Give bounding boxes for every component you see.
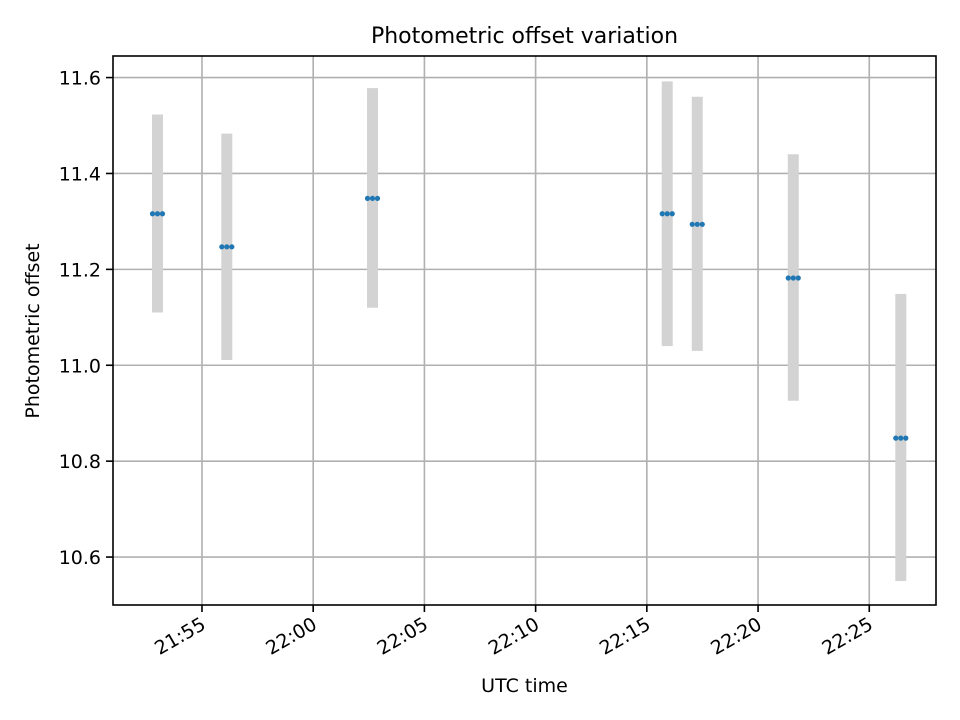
data-point (364, 195, 381, 202)
data-point (659, 211, 675, 217)
data-point (893, 435, 909, 441)
data-point-marker (699, 221, 705, 227)
chart-title: Photometric offset variation (371, 24, 678, 49)
data-point-marker (149, 211, 156, 217)
y-tick-label: 10.6 (59, 547, 101, 569)
data-point-marker (893, 435, 899, 441)
data-point-marker (903, 435, 909, 441)
y-tick-label: 11.2 (59, 259, 101, 281)
data-point-marker (785, 275, 791, 281)
data-point (219, 244, 235, 250)
data-point-marker (790, 275, 796, 281)
plot-frame (112, 55, 937, 606)
data-point-marker (224, 244, 230, 250)
y-tick-label: 11.0 (59, 355, 101, 377)
y-tick-label: 11.6 (59, 68, 101, 90)
data-point (785, 275, 801, 281)
data-point (689, 221, 705, 227)
x-axis-label: UTC time (481, 675, 568, 697)
data-point-marker (369, 195, 376, 202)
data-point-marker (154, 211, 161, 217)
data-point-marker (689, 221, 695, 227)
grid (113, 56, 936, 605)
data-points (149, 195, 909, 441)
data-point-marker (159, 211, 166, 217)
data-point-marker (795, 275, 801, 281)
data-point-marker (664, 211, 670, 217)
y-axis-label: Photometric offset (22, 243, 44, 418)
data-point-marker (659, 211, 665, 217)
data-point-marker (219, 244, 225, 250)
data-point-marker (694, 221, 700, 227)
data-point-marker (374, 195, 381, 202)
data-point (149, 211, 166, 217)
y-tick-label: 11.4 (59, 163, 101, 185)
data-point-marker (898, 435, 904, 441)
data-point-marker (669, 211, 675, 217)
data-point-marker (364, 195, 371, 202)
y-tick-label: 10.8 (59, 451, 101, 473)
data-point-marker (229, 244, 235, 250)
